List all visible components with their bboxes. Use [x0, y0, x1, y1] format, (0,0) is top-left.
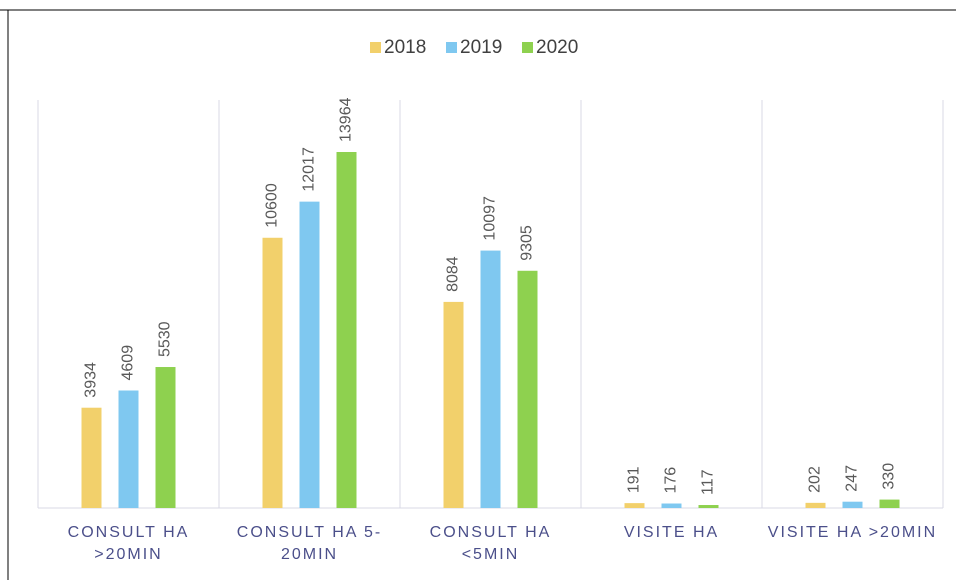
data-label: 4609 — [120, 345, 137, 381]
data-label: 10600 — [264, 183, 281, 228]
legend-swatch — [446, 42, 457, 53]
data-label: 247 — [844, 465, 861, 492]
bar — [842, 501, 863, 508]
legend-label: 2019 — [460, 37, 502, 58]
bar — [879, 499, 900, 508]
bar — [155, 367, 176, 508]
bar — [517, 270, 538, 508]
data-label: 13964 — [338, 97, 355, 142]
data-label: 8084 — [445, 256, 462, 292]
legend-swatch — [370, 42, 381, 53]
data-label: 3934 — [83, 362, 100, 398]
data-label: 117 — [700, 469, 717, 495]
x-tick-label: VISITE HA — [623, 524, 720, 541]
bar — [81, 407, 102, 508]
legend-label: 2020 — [536, 37, 578, 58]
x-tick-label: CONSULT HA <5MIN — [429, 524, 552, 563]
bar — [118, 390, 139, 508]
x-tick-label: CONSULT HA 5-20MIN — [236, 524, 383, 563]
bar — [698, 505, 719, 508]
bar — [805, 502, 826, 508]
legend-swatch — [522, 42, 533, 53]
legend-label: 2018 — [384, 37, 426, 58]
bar — [443, 301, 464, 508]
bar — [299, 201, 320, 508]
data-label: 202 — [807, 466, 824, 493]
data-label: 10097 — [482, 196, 499, 241]
bar — [661, 503, 682, 508]
data-label: 330 — [881, 463, 898, 490]
x-tick-label: VISITE HA >20MIN — [767, 524, 938, 541]
data-label: 12017 — [301, 147, 318, 192]
bar — [480, 250, 501, 508]
bar — [262, 237, 283, 508]
data-label: 5530 — [157, 321, 174, 357]
data-label: 176 — [663, 467, 680, 494]
x-tick-label: CONSULT HA >20MIN — [67, 524, 190, 563]
data-label: 9305 — [519, 225, 536, 261]
bar — [336, 152, 357, 508]
data-label: 191 — [626, 466, 643, 493]
bar — [624, 503, 645, 508]
